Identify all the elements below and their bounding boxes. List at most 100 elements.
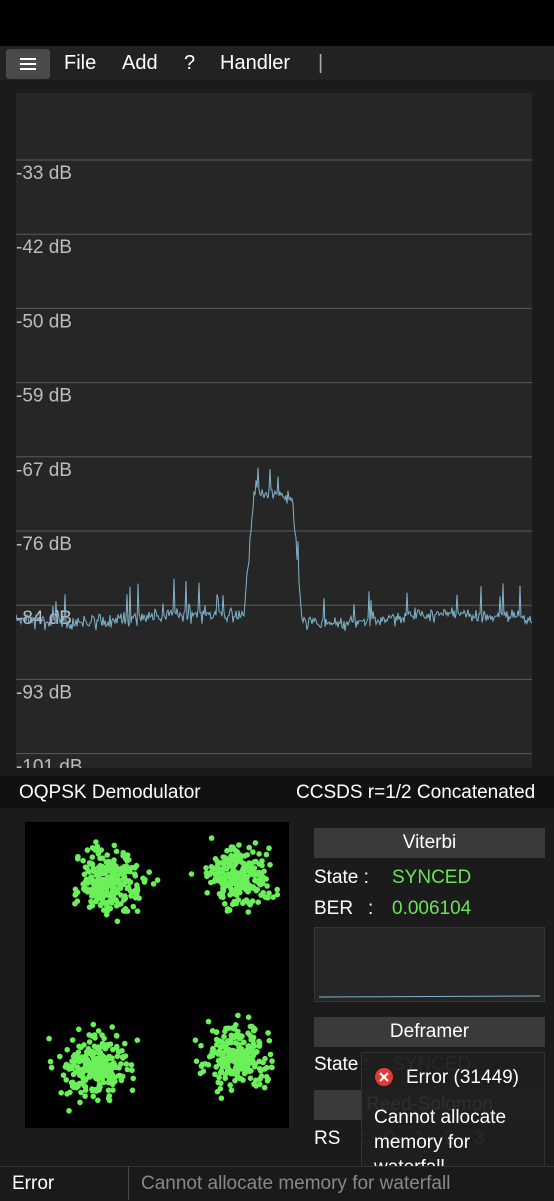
constellation-point	[263, 1064, 270, 1071]
constellation-point	[130, 903, 137, 910]
constellation-point	[228, 1070, 235, 1077]
constellation-point	[234, 887, 241, 893]
constellation-point	[198, 1042, 204, 1049]
constellation-point	[274, 886, 280, 893]
constellation-point	[107, 881, 114, 887]
constellation-point	[237, 1075, 244, 1082]
constellation-point	[129, 1087, 136, 1094]
y-axis-label: -76 dB	[16, 534, 72, 555]
constellation-point	[86, 1073, 93, 1079]
constellation-point	[225, 1039, 232, 1045]
constellation-point	[255, 899, 261, 905]
constellation-point	[237, 857, 243, 863]
separator: :	[368, 898, 374, 919]
constellation-point	[251, 1043, 258, 1049]
constellation-point	[113, 1064, 119, 1070]
section-header[interactable]: Viterbi	[314, 828, 545, 858]
constellation-point	[244, 852, 250, 858]
constellation-point	[99, 1075, 106, 1082]
constellation-point	[221, 1033, 227, 1040]
constellation-point	[74, 856, 81, 862]
constellation-point	[93, 1075, 99, 1082]
constellation-point	[121, 897, 127, 903]
constellation-point	[206, 1053, 213, 1060]
constellation-point	[128, 893, 134, 899]
constellation-point	[110, 892, 117, 898]
constellation-point	[240, 865, 247, 872]
constellation-point	[213, 1064, 219, 1070]
menu-item[interactable]: File	[64, 52, 97, 74]
constellation-point	[246, 844, 252, 851]
constellation-point	[245, 909, 252, 915]
constellation-point	[114, 1053, 121, 1060]
constellation-point	[98, 1044, 104, 1050]
constellation-point	[263, 851, 270, 858]
menu-item[interactable]: Handler	[220, 52, 291, 74]
constellation-point	[76, 1026, 82, 1033]
constellation-point	[74, 889, 81, 896]
constellation-point	[104, 908, 111, 914]
constellation-point	[60, 1072, 67, 1078]
menu-item[interactable]: ?	[184, 52, 196, 74]
constellation-point	[188, 871, 195, 877]
constellation-point	[218, 1080, 224, 1087]
constellation-point	[245, 1043, 252, 1049]
y-axis-label: -67 dB	[16, 460, 72, 481]
label: State :	[314, 867, 369, 888]
constellation-point	[88, 874, 94, 880]
constellation-point	[250, 849, 256, 855]
constellation-point	[122, 855, 129, 862]
constellation-point	[248, 1067, 254, 1074]
constellation-point	[111, 842, 118, 849]
section-header[interactable]: Deframer	[314, 1017, 545, 1047]
constellation-point	[232, 1064, 239, 1071]
constellation-point	[203, 865, 209, 871]
constellation-point	[229, 901, 236, 908]
spectrum-trace	[16, 467, 532, 632]
constellation-point	[253, 887, 260, 894]
constellation-point	[259, 862, 265, 869]
constellation-point	[104, 903, 110, 909]
constellation-point	[246, 1056, 252, 1063]
constellation-point	[78, 1089, 84, 1096]
constellation-point	[247, 1032, 253, 1039]
constellation-point	[193, 1058, 200, 1064]
constellation-point	[229, 1025, 236, 1031]
constellation-point	[225, 871, 231, 877]
constellation-point	[213, 1036, 220, 1043]
menu-icon	[20, 58, 36, 70]
constellation-point	[214, 862, 221, 869]
menu-button[interactable]	[6, 49, 50, 79]
constellation-point	[234, 848, 240, 855]
constellation-point	[113, 1033, 120, 1039]
constellation-point	[231, 880, 238, 886]
constellation-point	[109, 870, 115, 876]
constellation-point	[90, 868, 97, 874]
constellation-point	[86, 1032, 92, 1038]
constellation-point	[95, 1097, 101, 1104]
label: RS	[314, 1128, 341, 1149]
constellation-point	[120, 1055, 126, 1061]
y-axis-label: -93 dB	[16, 682, 72, 703]
constellation-point	[212, 1071, 218, 1078]
menu-item[interactable]: Add	[122, 52, 158, 74]
constellation-point	[92, 847, 99, 853]
constellation-point	[266, 890, 272, 896]
constellation-point	[104, 852, 110, 858]
constellation-point	[48, 1064, 55, 1071]
plot-background	[314, 927, 545, 1002]
constellation-point	[77, 1099, 83, 1106]
constellation-point	[86, 860, 93, 866]
plot-background	[16, 93, 532, 768]
constellation-point	[110, 1087, 116, 1093]
constellation-point	[123, 863, 130, 869]
constellation-point	[98, 1054, 105, 1060]
constellation-point	[265, 1076, 271, 1082]
constellation-point	[252, 840, 259, 846]
constellation-point	[86, 1039, 93, 1045]
constellation-point	[92, 1063, 98, 1069]
constellation-point	[108, 1062, 114, 1068]
constellation-point	[232, 1032, 239, 1039]
constellation-point	[101, 870, 107, 877]
constellation-point	[154, 877, 161, 883]
